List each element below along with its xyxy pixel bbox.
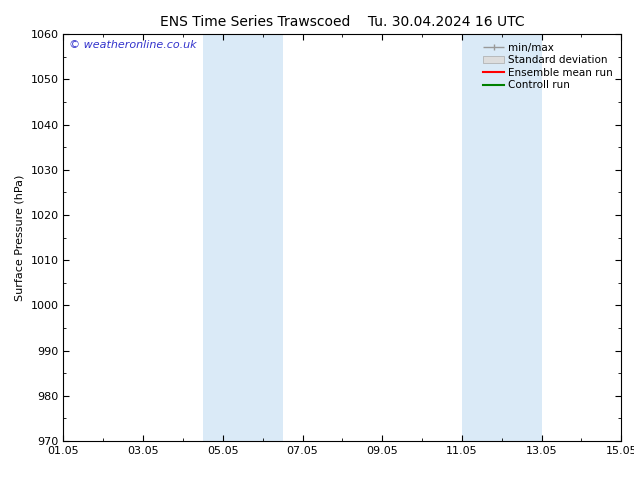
Bar [203, 34, 283, 441]
Bar [462, 34, 541, 441]
Text: © weatheronline.co.uk: © weatheronline.co.uk [69, 40, 197, 50]
Title: ENS Time Series Trawscoed    Tu. 30.04.2024 16 UTC: ENS Time Series Trawscoed Tu. 30.04.2024… [160, 15, 525, 29]
Legend: min/max, Standard deviation, Ensemble mean run, Controll run: min/max, Standard deviation, Ensemble me… [480, 40, 616, 94]
Y-axis label: Surface Pressure (hPa): Surface Pressure (hPa) [15, 174, 25, 301]
